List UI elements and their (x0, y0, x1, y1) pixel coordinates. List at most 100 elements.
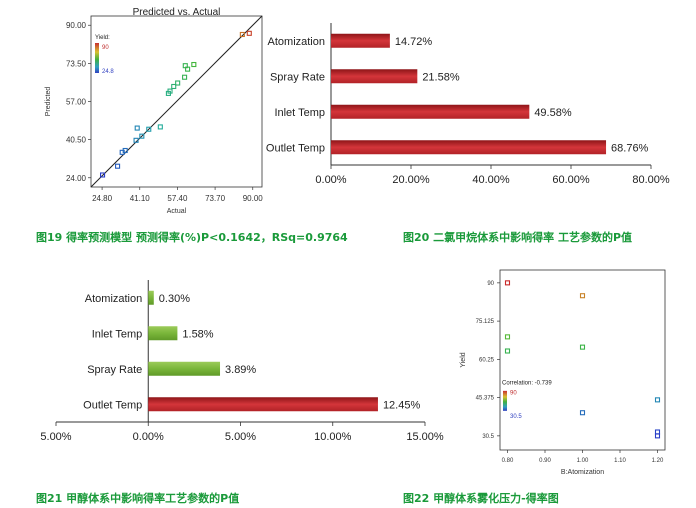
data-point (191, 61, 197, 68)
value-label: 49.58% (534, 107, 572, 119)
bar (148, 361, 221, 376)
x-tick-label: 73.70 (205, 194, 226, 203)
y-axis-label: Predicted (45, 87, 52, 117)
category-label: Spray Rate (87, 364, 142, 376)
category-label: Outlet Temp (266, 142, 325, 154)
data-point (579, 410, 586, 416)
x-tick-label: 5.00% (225, 431, 256, 443)
bar (331, 140, 607, 155)
x-tick-label: 24.80 (92, 194, 113, 203)
x-tick-label: 80.00% (632, 174, 670, 186)
data-point (115, 163, 121, 169)
y-tick-label: 45.375 (476, 396, 495, 402)
value-label: 0.30% (159, 293, 190, 305)
category-label: Outlet Temp (83, 399, 142, 411)
chart-title: Predicted vs. Actual (133, 7, 221, 18)
data-point (504, 280, 511, 286)
legend-title: Yield: (95, 35, 110, 41)
data-point (171, 83, 177, 90)
bar (331, 33, 390, 48)
data-point (122, 147, 128, 154)
value-label: 14.72% (395, 36, 433, 48)
fit-line (90, 15, 263, 188)
methanol-pvalue-panel: Atomization 0.30% Inlet Temp 1.58% Spray Rat… (30, 280, 450, 460)
data-point (175, 80, 181, 86)
category-label: Inlet Temp (92, 328, 143, 340)
category-label: Inlet Temp (274, 107, 325, 119)
data-point (185, 66, 191, 72)
x-tick-label: 0.90 (539, 458, 551, 464)
data-point (654, 433, 661, 439)
predicted-vs-actual-panel: Predicted vs. Actual 24.80 41.10 57.40 73.70… (40, 4, 280, 224)
value-label: 68.76% (611, 142, 649, 154)
x-tick-label: 1.00 (577, 458, 589, 464)
y-tick-label: 60.25 (479, 357, 495, 363)
data-point (134, 125, 140, 131)
x-axis-label: B:Atomization (561, 469, 604, 476)
data-point (100, 172, 106, 178)
x-tick-label: 1.20 (652, 458, 664, 464)
x-tick-label: 0.00% (133, 431, 164, 443)
y-axis-label: Yield (460, 352, 467, 367)
bar (331, 69, 418, 84)
atomization-yield-chart: 0.80 0.90 1.00 1.10 1.20 30.5 45.375 60.25 75.12… (460, 269, 666, 476)
predicted-vs-actual-chart: Predicted vs. Actual 24.80 41.10 57.40 73.70… (45, 7, 264, 215)
plot-frame (499, 269, 666, 451)
data-point (157, 124, 163, 130)
x-tick-label: 40.00% (472, 174, 510, 186)
legend-colorbar (95, 43, 99, 73)
legend-low: 30.5 (510, 414, 522, 420)
methanol-pvalue-bar-chart: Atomization 0.30% Inlet Temp 1.58% Spray Rat… (40, 280, 444, 443)
y-tick-label: 57.00 (66, 98, 87, 107)
data-point (182, 74, 188, 80)
data-point (139, 133, 145, 139)
x-tick-label: 1.10 (614, 458, 626, 464)
caption-fig19: 图19 得率预测模型 预测得率(%)P<0.1642，RSq=0.9764 (36, 231, 348, 244)
data-point (146, 126, 152, 132)
data-point (654, 397, 661, 403)
value-label: 21.58% (422, 71, 460, 83)
y-tick-label: 75.125 (476, 319, 495, 325)
y-tick-label: 24.00 (66, 174, 87, 183)
bar (148, 326, 178, 341)
atomization-yield-panel: 0.80 0.90 1.00 1.10 1.20 30.5 45.375 60.25 75.12… (445, 262, 680, 484)
y-tick-label: 90.00 (66, 21, 87, 30)
bar (148, 290, 154, 305)
legend-low: 24.8 (102, 69, 114, 75)
y-tick-label: 73.50 (66, 59, 87, 68)
x-tick-label: 10.00% (314, 431, 352, 443)
caption-fig22: 图22 甲醇体系雾化压力-得率图 (403, 492, 559, 505)
y-tick-label: 30.5 (482, 434, 494, 440)
legend-colorbar (503, 390, 507, 411)
caption-fig21: 图21 甲醇体系中影响得率工艺参数的P值 (36, 492, 240, 505)
x-tick-label: 60.00% (552, 174, 590, 186)
y-tick-label: 90 (487, 281, 494, 287)
x-tick-label: 57.40 (167, 194, 188, 203)
legend-high: 90 (102, 45, 109, 51)
correlation-annotation: Correlation: -0.739 (502, 380, 552, 386)
dcm-pvalue-panel: Atomization 14.72% Spray Rate 21.58% Inlet T… (255, 15, 685, 205)
value-label: 12.45% (383, 399, 421, 411)
bar (331, 104, 530, 119)
legend-high: 90 (510, 391, 517, 397)
data-point (579, 344, 586, 350)
x-tick-label: 5.00% (40, 431, 71, 443)
y-tick-label: 40.50 (66, 136, 87, 145)
category-label: Spray Rate (270, 71, 325, 83)
x-tick-label: 90.00 (243, 194, 264, 203)
data-point (239, 31, 245, 38)
x-tick-label: 41.10 (130, 194, 151, 203)
data-point (133, 137, 139, 143)
data-point (504, 348, 511, 354)
value-label: 3.89% (225, 364, 256, 376)
data-point (579, 293, 586, 299)
value-label: 1.58% (182, 328, 213, 340)
x-tick-label: 0.00% (315, 174, 346, 186)
data-point (504, 334, 511, 340)
x-tick-label: 0.80 (502, 458, 514, 464)
data-point (167, 88, 173, 94)
caption-fig20: 图20 二氯甲烷体系中影响得率 工艺参数的P值 (403, 231, 633, 244)
category-label: Atomization (85, 293, 142, 305)
bar (148, 397, 378, 412)
x-tick-label: 15.00% (406, 431, 444, 443)
